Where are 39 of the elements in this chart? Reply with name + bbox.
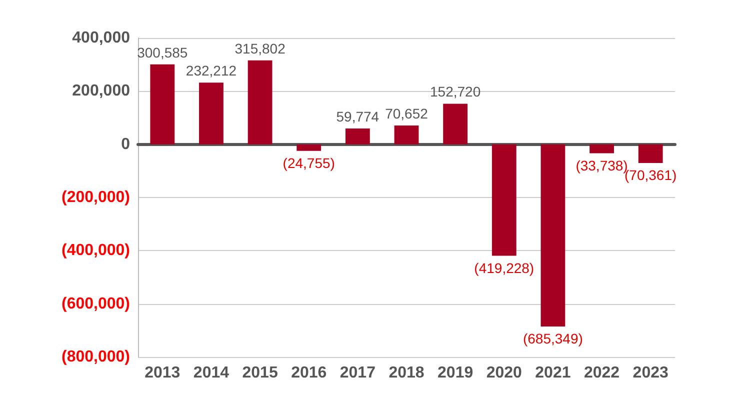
bar <box>296 144 322 151</box>
x-tick-label: 2016 <box>291 364 327 382</box>
bar <box>638 144 663 164</box>
bar <box>394 126 419 144</box>
x-tick-label: 2014 <box>193 364 230 382</box>
bar <box>590 144 614 154</box>
x-tick-label: 2020 <box>486 364 522 382</box>
x-tick-label: 2015 <box>242 364 278 382</box>
y-tick-label: (400,000) <box>62 242 130 260</box>
data-label: (33,738) <box>576 157 628 174</box>
data-label: (419,228) <box>474 260 534 276</box>
y-tick-label: 400,000 <box>72 30 130 46</box>
x-tick-label: 2022 <box>584 364 620 382</box>
x-tick-label: 2017 <box>340 364 376 382</box>
data-label: 59,774 <box>336 108 380 124</box>
bar <box>540 144 566 327</box>
x-tick-label: 2021 <box>535 364 571 382</box>
data-label: (24,755) <box>282 154 335 171</box>
data-label: 232,212 <box>186 62 237 79</box>
y-tick-label: (200,000) <box>62 189 130 206</box>
bar <box>199 82 224 144</box>
x-tick-label: 2019 <box>438 364 474 382</box>
y-tick-label: 200,000 <box>72 82 130 100</box>
data-label: (685,349) <box>522 330 583 347</box>
data-label: 300,585 <box>137 44 188 60</box>
x-tick-label: 2018 <box>388 364 424 382</box>
data-label: 70,652 <box>385 106 428 122</box>
y-tick-label: 0 <box>121 136 130 153</box>
bar <box>150 64 175 144</box>
bar <box>443 104 468 144</box>
x-tick-label: 2023 <box>632 364 668 382</box>
bar <box>492 144 516 256</box>
y-tick-label: (800,000) <box>62 348 130 366</box>
y-tick-label: (600,000) <box>62 295 130 312</box>
x-tick-label: 2013 <box>144 364 180 382</box>
bar <box>345 128 370 144</box>
data-label: 315,802 <box>234 40 286 56</box>
data-label: 152,720 <box>430 84 481 100</box>
bar <box>248 60 272 144</box>
